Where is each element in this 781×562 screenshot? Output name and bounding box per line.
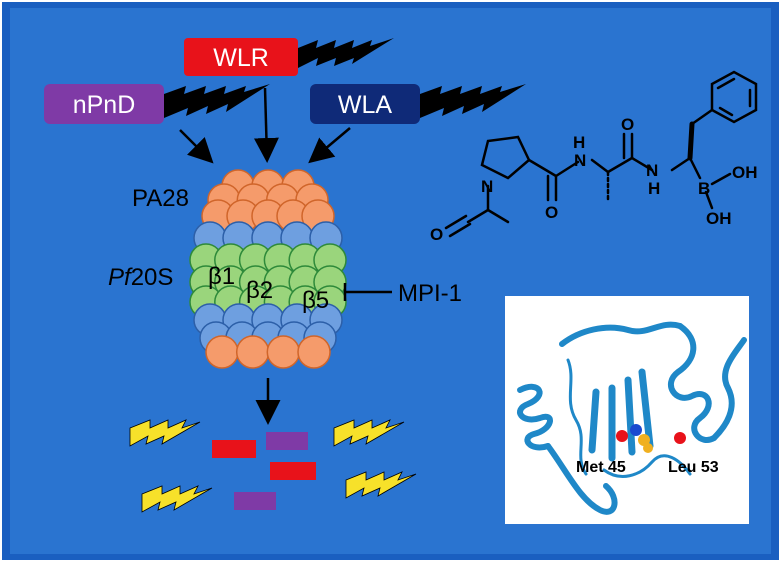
- atom-sphere-red: [616, 430, 628, 442]
- yellow-bolt: [129, 419, 201, 447]
- helix-far-right: [711, 337, 747, 441]
- pf20s-rest: 20S: [131, 264, 174, 291]
- atom-h2: H: [648, 179, 660, 198]
- wlr-probe: WLR: [184, 38, 394, 76]
- yellow-bolt: [141, 485, 213, 513]
- phenyl-double-bonds: [716, 77, 752, 117]
- protein-ribbon: [517, 321, 747, 515]
- atom-o3: O: [621, 115, 634, 134]
- atom-sphere-yellow-2: [643, 443, 653, 453]
- wla-lightning-tail: [420, 84, 526, 118]
- backbone-bond-3: [590, 158, 610, 174]
- atom-b: B: [698, 179, 710, 198]
- beta1-label: β1: [208, 263, 235, 290]
- backbone-bond-1: [527, 158, 558, 178]
- atom-sphere-red-2: [674, 432, 686, 444]
- pyrrolidine-ring: [480, 135, 531, 180]
- npnd-probe-label: nPnD: [73, 91, 136, 119]
- loop-lower: [602, 454, 692, 478]
- acetyl-carbonyl-2: [448, 222, 472, 238]
- mpi1-label: MPI-1: [398, 280, 462, 307]
- proteasome-subunit: [235, 335, 270, 369]
- acetyl-methyl: [486, 208, 510, 224]
- protein-structure-panel: Met 45 Leu 53: [505, 296, 749, 524]
- atom-sphere-yellow: [638, 434, 650, 446]
- npnd-probe: nPnD: [44, 84, 270, 124]
- loop-left: [566, 358, 588, 476]
- helix-right: [668, 323, 717, 443]
- residue-leu53-label: Leu 53: [668, 459, 719, 476]
- benzyl-ch2: [690, 108, 714, 126]
- phenyl-ring: [710, 70, 758, 124]
- pa28-label: PA28: [132, 185, 189, 212]
- residue-met45-label: Met 45: [576, 459, 626, 476]
- npnd-probe-box: [44, 84, 164, 124]
- chemical-atoms: N H N N H O O O B OH OH: [430, 115, 758, 244]
- yellow-bolt: [333, 419, 405, 447]
- atom-o2: O: [545, 203, 558, 222]
- wla-probe-label: WLA: [338, 91, 393, 119]
- proteasome-subunit: [205, 335, 239, 369]
- wla-arrow: [308, 127, 351, 164]
- yellow-bolt: [345, 471, 417, 499]
- atom-o1: O: [430, 225, 443, 244]
- wlr-arrow: [253, 87, 279, 163]
- proteasome-subunit: [266, 335, 301, 369]
- wla-probe: WLA: [310, 84, 526, 124]
- helix-left: [517, 383, 553, 451]
- npnd-arrow: [179, 129, 214, 164]
- atom-oh2: OH: [706, 209, 732, 228]
- backbone-bond-5: [630, 156, 654, 172]
- beta2-label: β2: [246, 277, 273, 304]
- atom-n: N: [481, 177, 493, 196]
- atom-n2: N: [574, 151, 586, 170]
- peptide-fragment: [234, 492, 276, 510]
- boron-bond: [688, 156, 702, 180]
- atom-h1: H: [573, 133, 585, 152]
- atom-n3: N: [646, 161, 658, 180]
- boron-oh-2: [704, 190, 714, 210]
- loop-bottom: [545, 443, 618, 515]
- atom-oh1: OH: [732, 163, 758, 182]
- beta5-label: β5: [302, 287, 329, 314]
- chemical-structure: [444, 70, 758, 238]
- peptide-fragment: [270, 462, 316, 480]
- wla-probe-box: [310, 84, 420, 124]
- npnd-lightning-tail: [164, 84, 270, 118]
- peptide-fragment: [212, 440, 256, 458]
- boron-oh-1: [710, 172, 732, 186]
- wlr-probe-box: [184, 38, 298, 76]
- proteasome-cylinder: [189, 169, 347, 369]
- proteasome-subunit: [297, 335, 331, 369]
- benzyl-bond: [687, 121, 695, 161]
- backbone-bond-4: [606, 156, 634, 174]
- wlr-probe-label: WLR: [213, 44, 269, 72]
- wlr-lightning-tail: [298, 38, 394, 68]
- bolt-group: [129, 419, 417, 513]
- peptide-fragment: [266, 432, 308, 450]
- pf20s-label: Pf20S: [108, 264, 173, 291]
- loop-top: [559, 321, 683, 347]
- backbone-bond-6: [670, 156, 692, 172]
- beta-strands: [588, 368, 654, 462]
- acetyl-carbonyl: [444, 214, 468, 230]
- pf20s-italic: Pf: [108, 264, 133, 291]
- backbone-bond-2: [554, 160, 580, 178]
- atom-sphere-blue: [630, 424, 642, 436]
